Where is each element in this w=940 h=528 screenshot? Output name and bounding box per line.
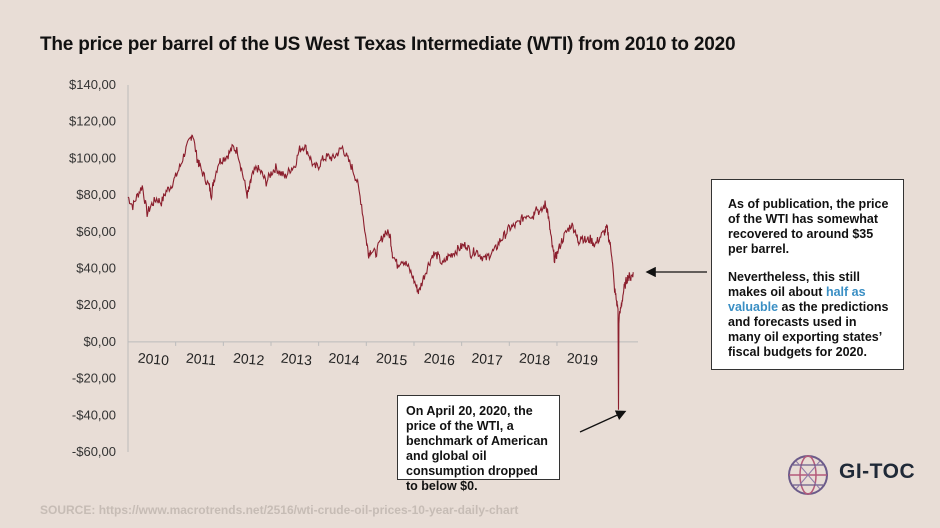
recovery-callout: As of publication, the price of the WTI … [711,179,904,370]
y-tick-label: $0,00 [83,334,116,349]
chart-title: The price per barrel of the US West Texa… [40,34,736,55]
x-tick-label: 2018 [519,350,552,369]
gi-toc-logo: GI-TOC [784,449,924,499]
logo-wordmark: GI-TOC [839,460,916,483]
y-tick-label: -$20,00 [72,371,116,386]
y-tick-label: $80,00 [76,187,116,202]
y-tick-label: $120,00 [69,114,116,129]
x-tick-label: 2015 [376,350,409,369]
x-tick-label: 2010 [137,350,170,369]
negative-price-arrow [579,410,627,433]
y-tick-label: -$40,00 [72,407,116,422]
y-tick-label: $100,00 [69,150,116,165]
globe-network-icon [788,455,828,495]
x-tick-label: 2011 [185,350,217,369]
recovery-callout-text: As of publication, the price of the WTI … [728,197,889,256]
x-tick-label: 2014 [328,350,361,369]
x-tick-label: 2019 [566,350,599,369]
source-link[interactable]: https://www.macrotrends.net/2516/wti-cru… [98,503,519,517]
y-tick-label: $140,00 [69,77,116,92]
negative-price-callout: On April 20, 2020, the price of the WTI,… [397,395,560,493]
wti-price-line [127,134,634,410]
x-tick-label: 2017 [471,350,504,369]
x-tick-label: 2013 [280,350,313,369]
y-tick-label: $20,00 [76,297,116,312]
x-tick-label: 2016 [423,350,456,369]
y-tick-label: -$60,00 [72,444,116,459]
half-as-valuable-highlight: half as valuable [728,285,866,314]
source-note: SOURCE: https://www.macrotrends.net/2516… [40,503,519,517]
y-tick-label: $60,00 [76,224,116,239]
x-axis: 2010 2011 2012 2013 2014 2015 2016 2017 2018 2019 [127,341,638,369]
annotation-arrows [579,266,707,433]
x-tick-label: 2012 [233,350,266,369]
half-value-callout-text: Nevertheless, this still makes oil about… [728,270,889,359]
y-tick-label: $40,00 [76,261,116,276]
y-axis: $140,00 $120,00 $100,00 $80,00 $60,00 $40,00 $… [69,77,129,459]
